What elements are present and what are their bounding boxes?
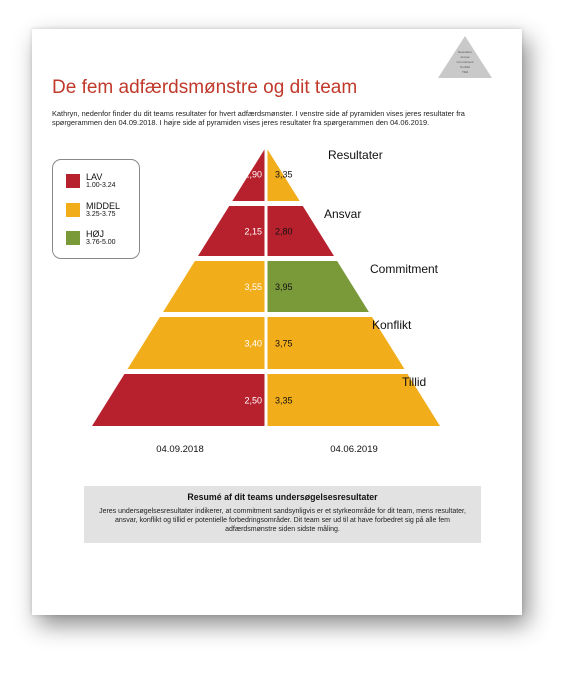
pyramid-chart: 2,90 3,35 Resultater 2,15 2,80 Ansvar 3,55 3,95…: [92, 147, 440, 455]
page-title: De fem adfærdsmønstre og dit team: [52, 77, 358, 98]
left-date-label: 04.09.2018: [156, 444, 204, 455]
pyramid-left-value: 3,40: [244, 339, 262, 349]
legend-range: 3.25-3.75: [86, 211, 116, 218]
legend-swatch-middel: [66, 203, 80, 217]
corner-label-ansvar: Ansvar: [460, 55, 470, 59]
summary-box: Resumé af dit teams undersøgelsesresulta…: [84, 486, 481, 543]
legend-name: MIDDEL: [86, 201, 121, 211]
legend: LAV 1.00-3.24 MIDDEL 3.25-3.75 HØJ 3.76-…: [52, 159, 140, 259]
corner-label-resultater: Resultater: [458, 50, 472, 54]
pyramid-left-value: 2,15: [244, 227, 262, 237]
pyramid-left-segment: [198, 206, 266, 256]
corner-pyramid-shape: [438, 36, 492, 78]
corner-label-commitment: Commitment: [456, 60, 474, 64]
pyramid-right-segment: [266, 374, 440, 426]
corner-label-konflikt: Konflikt: [460, 65, 470, 69]
pyramid-right-value: 3,95: [275, 282, 293, 292]
pyramid-left-segment: [92, 374, 266, 426]
summary-title: Resumé af dit teams undersøgelsesresulta…: [187, 492, 378, 502]
pyramid-left-value: 2,90: [244, 170, 262, 180]
pyramid-level-label: Konflikt: [372, 318, 412, 332]
legend-name: LAV: [86, 172, 103, 182]
pyramid-right-segment: [266, 317, 405, 369]
legend-swatch-lav: [66, 174, 80, 188]
pyramid-left-value: 3,55: [244, 282, 262, 292]
pyramid-level-label: Ansvar: [324, 207, 361, 221]
corner-pyramid-thumbnail: Resultater Ansvar Commitment Konflikt Ti…: [437, 35, 493, 79]
legend-name: HØJ: [86, 229, 104, 239]
pyramid-level-label: Tillid: [402, 375, 426, 389]
pyramid-right-value: 3,35: [275, 396, 293, 406]
legend-range: 1.00-3.24: [86, 182, 116, 189]
legend-swatch-hoj: [66, 231, 80, 245]
pyramid-left-segment: [163, 261, 266, 312]
corner-label-tillid: Tillid: [461, 70, 469, 74]
pyramid-level-label: Commitment: [370, 262, 439, 276]
pyramid-right-value: 2,80: [275, 227, 293, 237]
pyramid-left-segment: [232, 147, 266, 201]
pyramid-left-value: 2,50: [244, 396, 262, 406]
pyramid-right-value: 3,35: [275, 170, 293, 180]
pyramid-level-label: Resultater: [328, 148, 383, 162]
pyramid-right-segment: [266, 261, 369, 312]
pyramid-left-segment: [127, 317, 266, 369]
intro-paragraph: Kathryn, nedenfor finder du dit teams re…: [52, 109, 465, 128]
pyramid-right-segment: [266, 206, 334, 256]
legend-range: 3.76-5.00: [86, 239, 116, 246]
pyramid-right-value: 3,75: [275, 339, 293, 349]
summary-text: Jeres undersøgelsesresultater indikerer,…: [99, 508, 466, 534]
report-page: Resultater Ansvar Commitment Konflikt Ti…: [32, 29, 522, 615]
right-date-label: 04.06.2019: [330, 444, 378, 455]
